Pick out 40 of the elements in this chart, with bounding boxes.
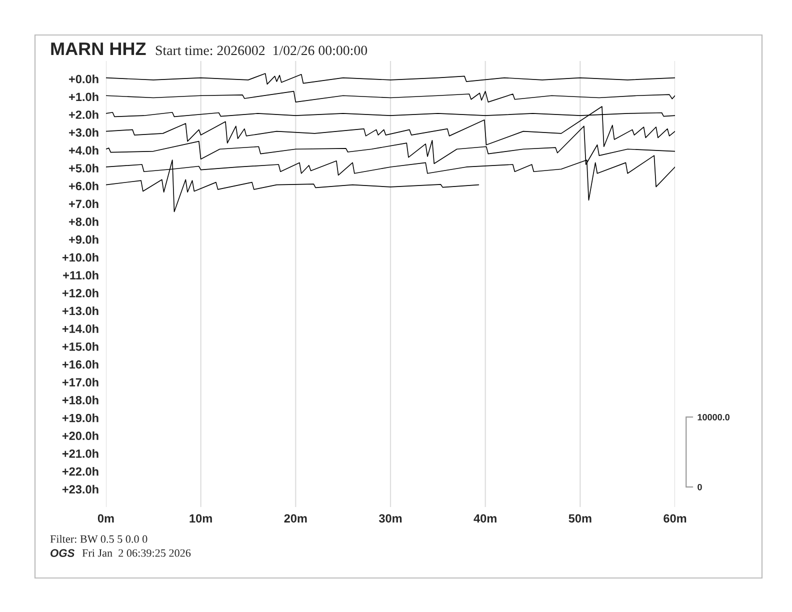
- y2-tick-label: 0: [698, 484, 702, 490]
- y-tick-label: +21.0h: [62, 449, 98, 458]
- y-tick-label: +5.0h: [69, 164, 98, 172]
- y-tick-label: +22.0h: [62, 467, 98, 476]
- y-tick-label: +19.0h: [62, 414, 98, 422]
- text: Filter: BW 0.5 5 0.0 0: [50, 534, 148, 543]
- y-tick-label: +10.0h: [62, 252, 98, 262]
- x-tick-label: 10m: [190, 514, 212, 523]
- chart-title: MARN HHZ: [51, 42, 146, 55]
- y-tick-label: +7.0h: [69, 199, 98, 208]
- line-series: [106, 90, 676, 102]
- y-tick-label: +3.0h: [69, 128, 98, 137]
- x-tick-label: 40m: [474, 514, 496, 523]
- y-tick-label: +16.0h: [62, 360, 98, 369]
- y-tick-label: +23.0h: [62, 484, 98, 494]
- line-series: [106, 73, 676, 85]
- text: OGS: [50, 549, 75, 557]
- y-tick-label: +12.0h: [62, 288, 98, 298]
- y-tick-label: +9.0h: [69, 235, 98, 244]
- y-tick-label: +4.0h: [69, 146, 98, 155]
- x-tick-label: 30m: [378, 514, 402, 523]
- x-tick-label: 0m: [98, 514, 114, 523]
- y-tick-label: +2.0h: [69, 110, 98, 119]
- y-tick-label: +15.0h: [62, 342, 98, 351]
- y-tick-label: +8.0h: [69, 217, 98, 226]
- x-tick-label: 50m: [568, 514, 592, 523]
- y-tick-label: +6.0h: [69, 182, 98, 190]
- y-tick-label: +0.0h: [69, 74, 98, 84]
- chart-subtitle: Start time: 2026002 1/02/26 00:00:00: [156, 46, 368, 56]
- y-tick-label: +11.0h: [63, 270, 98, 280]
- x-tick-label: 20m: [284, 514, 307, 523]
- y-tick-label: +1.0h: [69, 92, 98, 102]
- y-tick-label: +13.0h: [62, 306, 98, 316]
- y-tick-label: +20.0h: [62, 431, 98, 440]
- y-tick-label: +17.0h: [62, 378, 98, 387]
- y-tick-label: +18.0h: [62, 396, 98, 404]
- x-tick-label: 60m: [664, 514, 686, 523]
- y2-tick-label: 10000.0: [698, 414, 730, 420]
- y-tick-label: +14.0h: [62, 324, 98, 333]
- text: Fri Jan 2 06:39:25 2026: [82, 549, 191, 557]
